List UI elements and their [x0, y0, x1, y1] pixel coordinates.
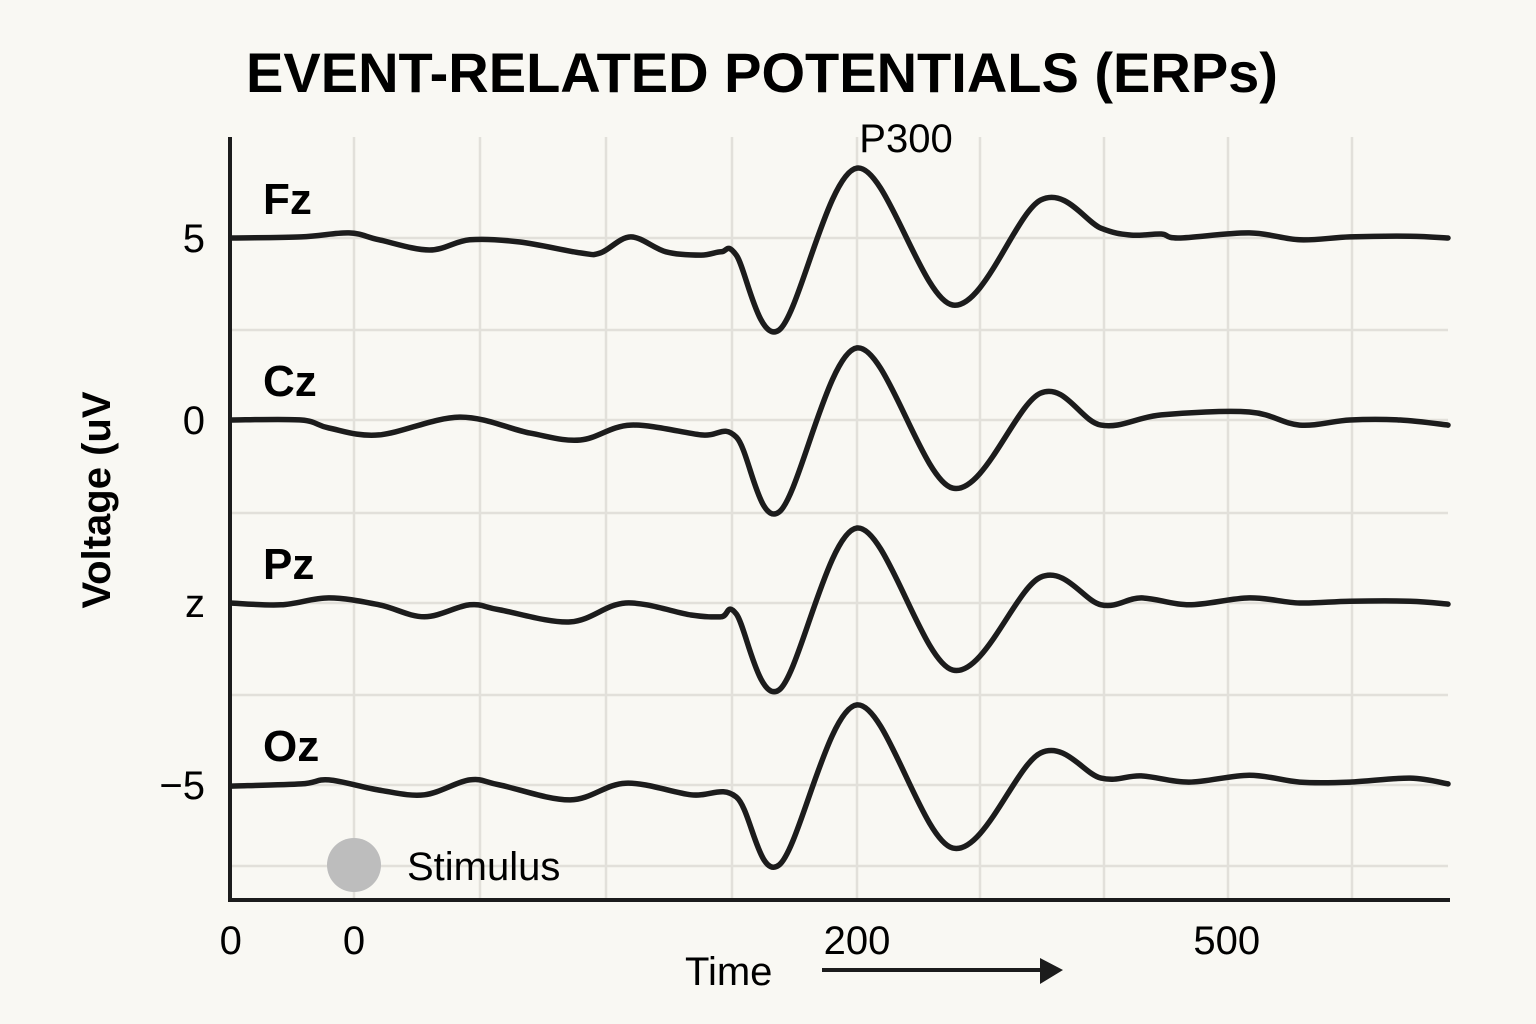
trace-pz [228, 525, 1451, 695]
channel-label-fz: Fz [263, 175, 312, 224]
channel-label-cz: Cz [263, 357, 317, 406]
grid [232, 137, 1448, 898]
traces [228, 165, 1451, 870]
x-tick-label: 500 [1193, 919, 1260, 963]
y-tick-label: 5 [183, 217, 205, 261]
x-tick-labels: 0 0 200 500 [220, 919, 1260, 963]
y-tick-label: −5 [159, 764, 205, 808]
x-tick-label: 0 [220, 919, 242, 963]
chart-title: EVENT-RELATED POTENTIALS (ERPs) [246, 41, 1278, 104]
stimulus-label: Stimulus [407, 845, 560, 889]
y-tick-label: z [185, 582, 205, 626]
x-tick-label: 200 [824, 919, 891, 963]
trace-fz [228, 165, 1451, 335]
y-tick-label: 0 [183, 399, 205, 443]
channel-label-pz: Pz [263, 540, 314, 589]
x-tick-label: 0 [343, 919, 365, 963]
stimulus-marker [327, 838, 381, 892]
trace-oz [228, 702, 1451, 870]
trace-cz [228, 345, 1451, 517]
p300-label: P300 [859, 117, 952, 161]
channel-label-oz: Oz [263, 722, 319, 771]
x-axis-label: Time [685, 950, 772, 994]
time-arrow-icon [822, 958, 1063, 984]
channel-labels: Fz Cz Pz Oz [263, 175, 319, 771]
y-tick-labels: 5 0 z −5 [159, 217, 205, 808]
y-axis-label: Voltage (uV [75, 391, 119, 608]
